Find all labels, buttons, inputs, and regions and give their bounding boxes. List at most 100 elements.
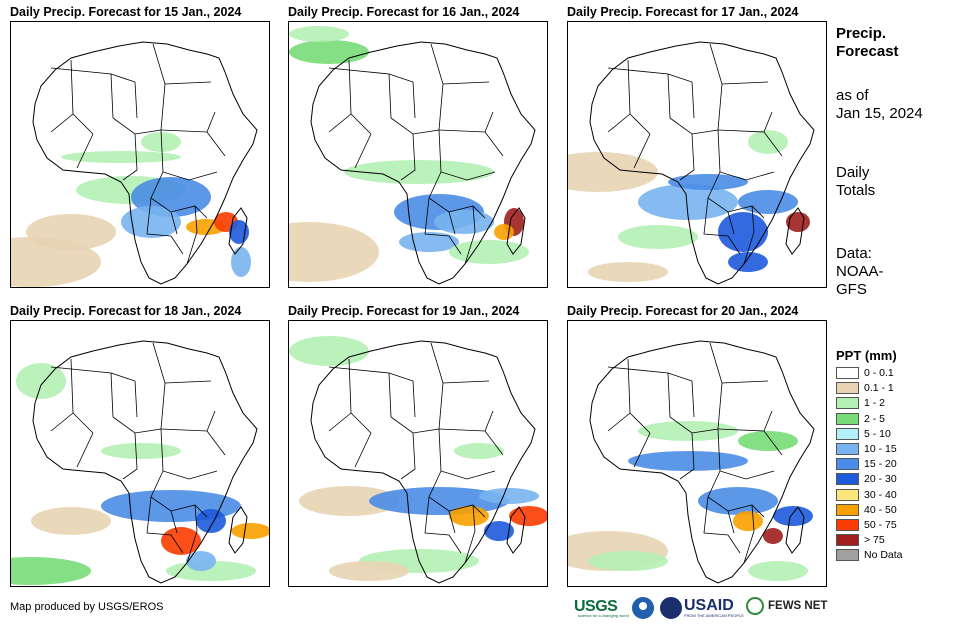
map-credit: Map produced by USGS/EROS bbox=[10, 601, 164, 613]
madagascar-outline bbox=[506, 207, 526, 255]
country-border bbox=[122, 133, 138, 181]
country-border bbox=[170, 510, 178, 534]
panel-title: Daily Precip. Forecast for 15 Jan., 2024 bbox=[10, 5, 242, 19]
precip-area bbox=[786, 212, 810, 232]
legend-label: 2 - 5 bbox=[864, 412, 886, 425]
country-border bbox=[50, 412, 74, 432]
usgs-tagline: science for a changing world bbox=[578, 613, 629, 618]
country-border bbox=[50, 113, 74, 133]
precip-area bbox=[16, 363, 66, 399]
legend-swatch bbox=[836, 427, 859, 440]
precip-area bbox=[399, 232, 459, 252]
country-border bbox=[206, 430, 226, 456]
precip-area bbox=[773, 506, 813, 526]
country-border bbox=[424, 496, 462, 554]
precip-area bbox=[289, 26, 349, 42]
country-border bbox=[607, 113, 631, 133]
forecast-panel-4: Daily Precip. Forecast for 18 Jan., 2024 bbox=[10, 304, 270, 587]
legend-label: > 75 bbox=[864, 534, 885, 547]
country-border bbox=[484, 430, 504, 456]
country-border bbox=[110, 372, 138, 418]
country-border bbox=[464, 205, 476, 265]
panel-title: Daily Precip. Forecast for 20 Jan., 2024 bbox=[567, 304, 799, 318]
country-border bbox=[442, 380, 490, 384]
precip-area bbox=[449, 506, 489, 526]
precip-area bbox=[733, 511, 763, 531]
legend-swatch bbox=[836, 549, 859, 562]
precip-area bbox=[748, 130, 788, 154]
country-border bbox=[354, 133, 372, 169]
country-border bbox=[400, 133, 416, 181]
precip-area bbox=[26, 214, 116, 250]
usgs-logo: USGS bbox=[574, 598, 618, 615]
panel-title: Daily Precip. Forecast for 17 Jan., 2024 bbox=[567, 5, 799, 19]
precip-area bbox=[588, 551, 668, 571]
legend-swatch bbox=[836, 473, 859, 486]
precip-area bbox=[186, 551, 216, 571]
data-line1: Data: bbox=[836, 245, 872, 262]
country-border bbox=[484, 131, 504, 157]
country-border bbox=[607, 67, 671, 119]
usaid-tagline: FROM THE AMERICAN PEOPLE bbox=[684, 613, 744, 618]
country-border bbox=[328, 113, 352, 133]
country-border bbox=[170, 211, 178, 235]
legend-label: 20 - 30 bbox=[864, 473, 897, 486]
forecast-panel-2: Daily Precip. Forecast for 16 Jan., 2024 bbox=[288, 5, 548, 288]
precip-area bbox=[728, 252, 768, 272]
africa-outline bbox=[32, 41, 258, 285]
legend-swatch bbox=[836, 534, 859, 547]
panel-title: Daily Precip. Forecast for 19 Jan., 2024 bbox=[288, 304, 520, 318]
madagascar-outline bbox=[228, 207, 248, 255]
africa-map bbox=[568, 340, 815, 584]
country-border bbox=[721, 81, 769, 85]
precip-area bbox=[638, 421, 738, 441]
legend-label: 15 - 20 bbox=[864, 458, 897, 471]
noaa-logo-icon bbox=[632, 597, 654, 619]
africa-map bbox=[11, 340, 269, 585]
panel-title: Daily Precip. Forecast for 18 Jan., 2024 bbox=[10, 304, 242, 318]
madagascar-outline bbox=[785, 207, 805, 255]
usaid-logo: USAID bbox=[684, 597, 734, 614]
legend-swatch bbox=[836, 382, 859, 395]
legend-label: 5 - 10 bbox=[864, 427, 891, 440]
country-border bbox=[717, 428, 775, 480]
precip-area bbox=[196, 509, 226, 533]
legend-label: 0.1 - 1 bbox=[864, 382, 894, 395]
country-border bbox=[464, 504, 476, 564]
precip-area bbox=[289, 222, 379, 282]
country-border bbox=[186, 205, 198, 265]
africa-map bbox=[568, 41, 815, 285]
country-border bbox=[763, 430, 783, 456]
africa-map bbox=[289, 336, 547, 584]
data-line3: GFS bbox=[836, 281, 867, 298]
legend-swatch bbox=[836, 442, 859, 455]
forecast-panel-3: Daily Precip. Forecast for 17 Jan., 2024 bbox=[567, 5, 827, 288]
fews-net-logo: FEWS NET bbox=[768, 600, 828, 612]
country-border bbox=[667, 372, 695, 418]
precip-area bbox=[718, 212, 768, 252]
precip-map bbox=[567, 320, 827, 587]
sidebar-title: Precip. Forecast bbox=[836, 25, 899, 60]
precip-area bbox=[588, 262, 668, 282]
country-border bbox=[763, 131, 783, 157]
precip-area bbox=[161, 527, 201, 555]
totals-line2: Totals bbox=[836, 182, 876, 199]
panel-title: Daily Precip. Forecast for 16 Jan., 2024 bbox=[288, 5, 520, 19]
legend-title: PPT (mm) bbox=[836, 348, 897, 363]
country-border bbox=[669, 43, 723, 135]
country-border bbox=[607, 366, 671, 418]
country-border bbox=[388, 372, 416, 418]
country-border bbox=[112, 43, 166, 135]
precip-area bbox=[668, 174, 748, 190]
country-border bbox=[438, 428, 496, 480]
country-border bbox=[448, 211, 456, 235]
precip-area bbox=[101, 443, 181, 459]
precip-area bbox=[618, 225, 698, 249]
precip-area bbox=[638, 184, 738, 220]
madagascar-outline bbox=[506, 506, 526, 554]
precip-area bbox=[454, 443, 504, 459]
country-border bbox=[146, 197, 184, 255]
country-border bbox=[703, 496, 741, 554]
totals-line1: Daily bbox=[836, 164, 870, 181]
country-border bbox=[667, 73, 695, 119]
